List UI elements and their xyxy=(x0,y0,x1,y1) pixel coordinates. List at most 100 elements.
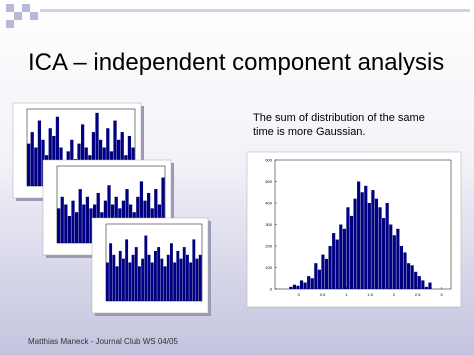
x-tick-label: 1 xyxy=(345,292,348,297)
bar xyxy=(113,120,117,186)
body-text: time is more Gaussian. xyxy=(253,126,365,138)
bar xyxy=(314,263,318,289)
bar xyxy=(403,252,407,289)
bar xyxy=(144,235,148,301)
bar xyxy=(138,266,141,301)
bar xyxy=(292,284,297,289)
bar xyxy=(91,132,96,186)
bar xyxy=(186,254,189,301)
x-tick-label: 0.5 xyxy=(320,292,326,297)
bar xyxy=(321,254,325,289)
bar xyxy=(139,181,144,243)
y-tick-label: 0 xyxy=(270,287,273,292)
bar xyxy=(317,269,321,289)
bar xyxy=(78,189,82,243)
bar xyxy=(410,265,414,289)
bar xyxy=(339,224,343,289)
bar xyxy=(81,124,85,186)
x-tick-label: 2 xyxy=(393,292,396,297)
y-tick-label: 600 xyxy=(265,158,272,163)
bar xyxy=(34,147,38,186)
bar xyxy=(64,204,68,243)
bar xyxy=(109,243,113,301)
bar xyxy=(364,185,368,289)
y-tick-label: 200 xyxy=(265,244,272,249)
bar xyxy=(417,276,421,289)
bar xyxy=(346,207,350,289)
bar xyxy=(374,198,379,289)
bar xyxy=(125,239,129,301)
bar xyxy=(60,196,64,243)
bar xyxy=(357,181,361,289)
bar xyxy=(57,208,61,243)
bar xyxy=(122,258,125,301)
bar xyxy=(389,224,393,289)
bar xyxy=(396,228,400,289)
bar xyxy=(48,128,52,186)
bar xyxy=(335,239,339,289)
bar xyxy=(134,247,138,301)
bar xyxy=(89,208,93,243)
bar xyxy=(154,250,157,301)
bar xyxy=(392,235,396,289)
bar xyxy=(166,254,170,301)
bar xyxy=(37,120,42,186)
y-tick-label: 300 xyxy=(265,222,272,227)
body-text: The sum of distribution of the same xyxy=(253,112,425,124)
bar xyxy=(328,246,332,289)
corner-decoration xyxy=(6,4,470,28)
bar xyxy=(307,276,311,289)
bar xyxy=(360,192,364,289)
x-tick-label: 3 xyxy=(440,292,443,297)
bar xyxy=(147,254,151,301)
bar xyxy=(299,280,304,289)
bar xyxy=(195,258,199,301)
bar xyxy=(342,228,346,289)
bar xyxy=(382,218,386,289)
bar xyxy=(30,132,34,186)
slide-title: ICA – independent component analysis xyxy=(28,49,444,76)
bar xyxy=(296,285,300,289)
bar xyxy=(424,286,429,289)
y-tick-label: 500 xyxy=(265,179,272,184)
bar xyxy=(173,262,177,301)
bar xyxy=(407,263,411,289)
bar xyxy=(112,254,116,301)
bar xyxy=(332,233,336,289)
bar xyxy=(176,250,180,301)
bar xyxy=(106,262,109,301)
x-tick-label: 2.5 xyxy=(415,292,421,297)
bar xyxy=(289,286,293,289)
bar xyxy=(170,243,173,301)
bar xyxy=(118,250,122,301)
y-tick-label: 100 xyxy=(265,265,272,270)
bar xyxy=(378,207,382,289)
bar xyxy=(125,189,129,243)
bar xyxy=(367,203,371,289)
bar xyxy=(131,254,135,301)
x-tick-label: 0 xyxy=(298,292,301,297)
bar xyxy=(160,258,164,301)
bar xyxy=(95,112,99,186)
bar xyxy=(106,128,110,186)
bar xyxy=(107,185,111,243)
bar xyxy=(150,262,154,301)
bar xyxy=(414,271,418,289)
bar xyxy=(349,215,354,289)
bar xyxy=(163,266,167,301)
bar xyxy=(120,132,124,186)
bar xyxy=(71,200,75,243)
x-tick-label: 1.5 xyxy=(367,292,373,297)
bar xyxy=(115,266,119,301)
bar xyxy=(198,254,202,301)
bar xyxy=(421,280,425,289)
y-tick-label: 400 xyxy=(265,201,272,206)
bar xyxy=(27,143,31,186)
bar xyxy=(428,282,432,289)
bar xyxy=(82,204,86,243)
bar xyxy=(141,258,145,301)
bar xyxy=(189,262,193,301)
bar xyxy=(161,177,165,243)
bar xyxy=(179,258,183,301)
